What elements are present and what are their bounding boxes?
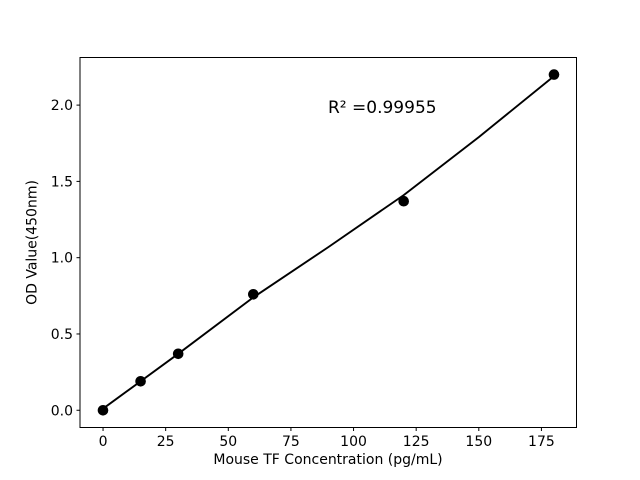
data-point — [97, 405, 109, 416]
data-point — [135, 376, 146, 387]
x-tick-label: 150 — [465, 434, 492, 450]
x-tick-label: 0 — [99, 434, 108, 450]
data-points-group — [97, 69, 560, 416]
y-tick-label: 0.5 — [51, 327, 73, 343]
y-axis-ticks: 0.0 0.5 1.0 1.5 2.0 — [51, 98, 80, 419]
x-axis-ticks: 0 25 50 75 100 125 150 175 — [99, 427, 555, 450]
plot-frame — [79, 57, 577, 428]
data-point — [548, 69, 560, 80]
data-point — [248, 289, 259, 300]
x-tick-label: 25 — [157, 434, 175, 450]
x-tick-label: 100 — [340, 434, 367, 450]
y-tick-label: 1.0 — [51, 251, 73, 267]
x-tick-label: 125 — [403, 434, 430, 450]
y-tick-label: 1.5 — [51, 174, 73, 190]
y-axis-label: OD Value(450nm) — [25, 180, 41, 305]
x-tick-label: 75 — [282, 434, 300, 450]
y-tick-label: 2.0 — [51, 98, 73, 114]
data-point — [398, 195, 410, 207]
fit-line-group — [102, 75, 555, 410]
fit-line — [102, 75, 555, 410]
r-squared-annotation: R² =0.99955 — [328, 98, 437, 118]
x-tick-label: 175 — [528, 434, 555, 450]
y-tick-label: 0.0 — [51, 403, 73, 419]
x-tick-label: 50 — [219, 434, 237, 450]
x-axis-label: Mouse TF Concentration (pg/mL) — [213, 452, 442, 468]
data-point — [172, 348, 184, 360]
